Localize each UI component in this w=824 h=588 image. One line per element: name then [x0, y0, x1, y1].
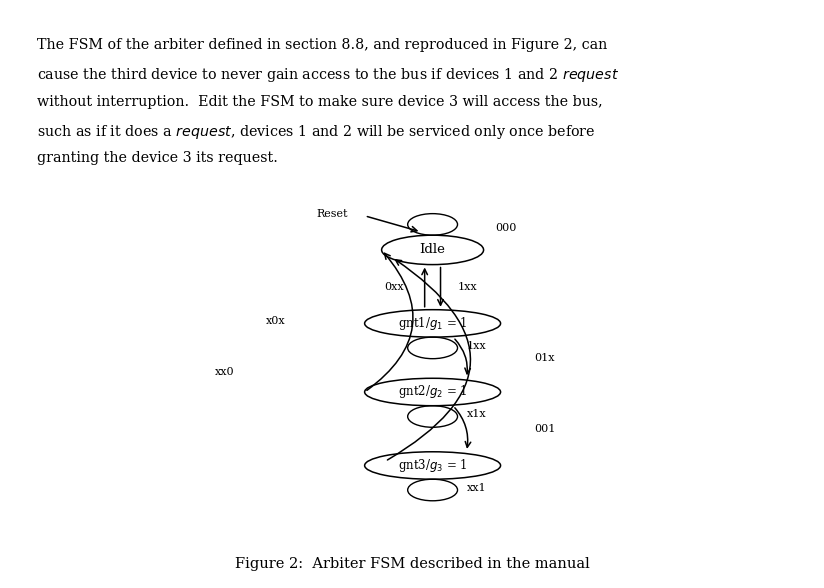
Text: Reset: Reset	[316, 209, 348, 219]
Text: 000: 000	[495, 223, 517, 233]
Text: xx0: xx0	[215, 368, 234, 377]
Text: 0xx: 0xx	[385, 282, 405, 292]
Text: 1xx: 1xx	[457, 282, 477, 292]
Text: 01x: 01x	[535, 353, 555, 363]
Text: without interruption.  Edit the FSM to make sure device 3 will access the bus,: without interruption. Edit the FSM to ma…	[37, 95, 602, 109]
Text: such as if it does a $\it{request}$, devices 1 and 2 will be serviced only once : such as if it does a $\it{request}$, dev…	[37, 123, 596, 141]
Text: gnt1/$g_1$ = 1: gnt1/$g_1$ = 1	[398, 315, 467, 332]
Text: gnt2/$g_2$ = 1: gnt2/$g_2$ = 1	[398, 383, 467, 400]
Text: 1xx: 1xx	[466, 340, 486, 351]
Text: granting the device 3 its request.: granting the device 3 its request.	[37, 151, 278, 165]
Text: Figure 2:  Arbiter FSM described in the manual: Figure 2: Arbiter FSM described in the m…	[235, 557, 589, 572]
Text: x1x: x1x	[466, 409, 486, 419]
Text: The FSM of the arbiter defined in section 8.8, and reproduced in Figure 2, can: The FSM of the arbiter defined in sectio…	[37, 38, 607, 52]
Text: x0x: x0x	[265, 316, 285, 326]
Text: xx1: xx1	[466, 483, 486, 493]
Text: cause the third device to never gain access to the bus if devices 1 and 2 $\it{r: cause the third device to never gain acc…	[37, 66, 619, 85]
Text: gnt3/$g_3$ = 1: gnt3/$g_3$ = 1	[398, 457, 467, 474]
Text: Idle: Idle	[419, 243, 446, 256]
Text: 001: 001	[535, 424, 556, 434]
